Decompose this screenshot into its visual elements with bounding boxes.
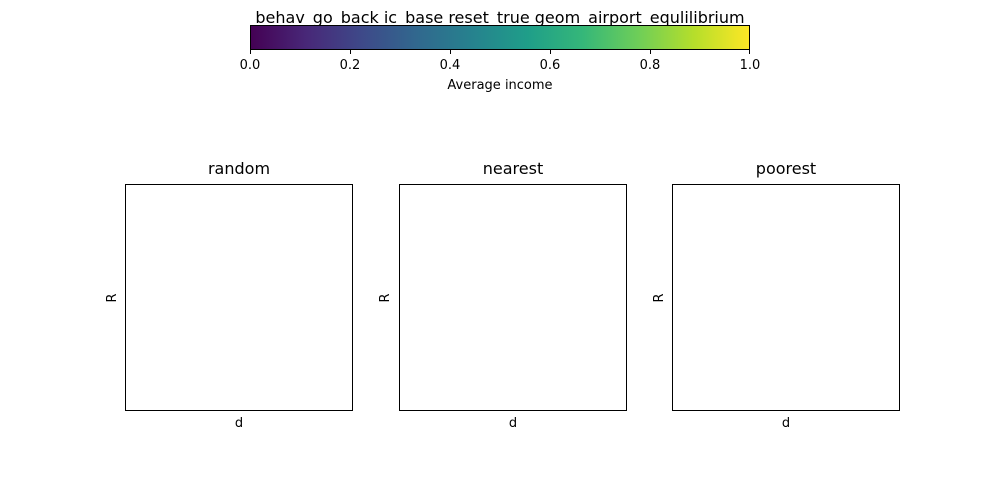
colorbar-label: Average income — [447, 78, 553, 93]
ylabel-nearest: R — [378, 293, 393, 303]
axes-poorest — [672, 184, 900, 411]
colorbar-tick — [450, 50, 451, 54]
axes-nearest — [399, 184, 627, 411]
colorbar-tick-label: 0.0 — [239, 58, 261, 73]
colorbar-tick — [350, 50, 351, 54]
ylabel-random: R — [105, 293, 120, 303]
panel-title-poorest: poorest — [755, 159, 817, 178]
colorbar-tick — [250, 50, 251, 54]
panel-title-nearest: nearest — [482, 159, 544, 178]
ylabel-poorest: R — [652, 293, 667, 303]
xlabel-nearest: d — [508, 416, 518, 431]
colorbar-tick-label: 0.2 — [339, 58, 361, 73]
colorbar-tick — [550, 50, 551, 54]
colorbar-tick — [749, 50, 750, 54]
xlabel-random: d — [234, 416, 244, 431]
colorbar-tick-label: 0.4 — [439, 58, 461, 73]
colorbar — [250, 25, 750, 50]
colorbar-tick-label: 0.8 — [639, 58, 661, 73]
figure-title: behav_go_back ic_base reset_true geom_ai… — [255, 8, 745, 27]
colorbar-tick-label: 1.0 — [739, 58, 761, 73]
panel-title-random: random — [207, 159, 271, 178]
colorbar-tick — [650, 50, 651, 54]
axes-random — [125, 184, 353, 411]
xlabel-poorest: d — [781, 416, 791, 431]
colorbar-tick-label: 0.6 — [539, 58, 561, 73]
